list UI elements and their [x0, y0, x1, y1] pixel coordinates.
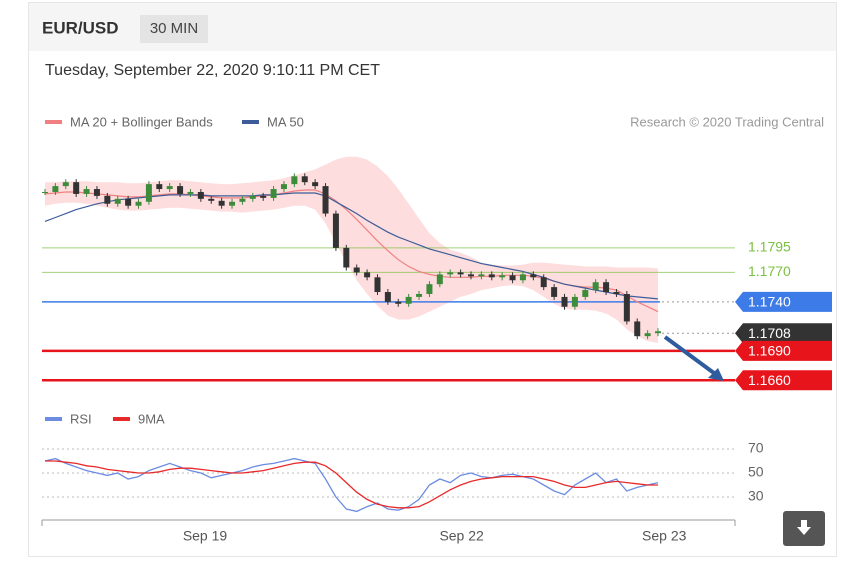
level-label: 1.1740 [748, 294, 791, 310]
legend-label: MA 50 [267, 114, 304, 129]
level-tag [735, 370, 832, 391]
download-icon [797, 527, 811, 535]
x-tick-label: Sep 22 [439, 528, 484, 544]
level-tag [735, 323, 832, 344]
interval: 30 MIN [150, 20, 198, 37]
price-plot: MA 20 + Bollinger Bands MA 50 1.1795 1.1770… [42, 114, 832, 391]
download-icon [801, 520, 807, 528]
bollinger-band [45, 156, 658, 343]
rsi-line [44, 457, 659, 513]
y-tick-label: 50 [748, 464, 764, 480]
y-tick-label: 30 [748, 488, 764, 504]
level-label: 1.1795 [748, 239, 791, 255]
level-tag [735, 340, 832, 361]
timestamp: Tuesday, September 22, 2020 9:10:11 PM C… [45, 62, 380, 79]
legend-label: MA 20 + Bollinger Bands [70, 114, 213, 129]
rsi-line [45, 460, 658, 509]
level-tag [735, 291, 832, 312]
x-tick-label: Sep 23 [642, 528, 687, 544]
symbol: EUR/USD [42, 18, 119, 37]
level-label: 1.1770 [748, 263, 791, 279]
x-tick-label: Sep 19 [183, 528, 228, 544]
credit: Research © 2020 Trading Central [630, 114, 824, 129]
legend-label: RSI [70, 411, 92, 426]
legend-label: 9MA [138, 411, 165, 426]
forecast-arrow [663, 335, 720, 378]
level-label: 1.1660 [748, 372, 791, 388]
interval-box [140, 15, 208, 43]
forecast-arrow-head [708, 368, 724, 381]
level-label: 1.1690 [748, 343, 791, 359]
y-tick-label: 70 [748, 440, 764, 456]
level-label: 1.1708 [748, 325, 791, 341]
rsi-plot: RSI 9MA 70 50 30 Sep 19 Sep 22 Sep 23 [42, 411, 764, 544]
download-button[interactable] [783, 511, 825, 546]
